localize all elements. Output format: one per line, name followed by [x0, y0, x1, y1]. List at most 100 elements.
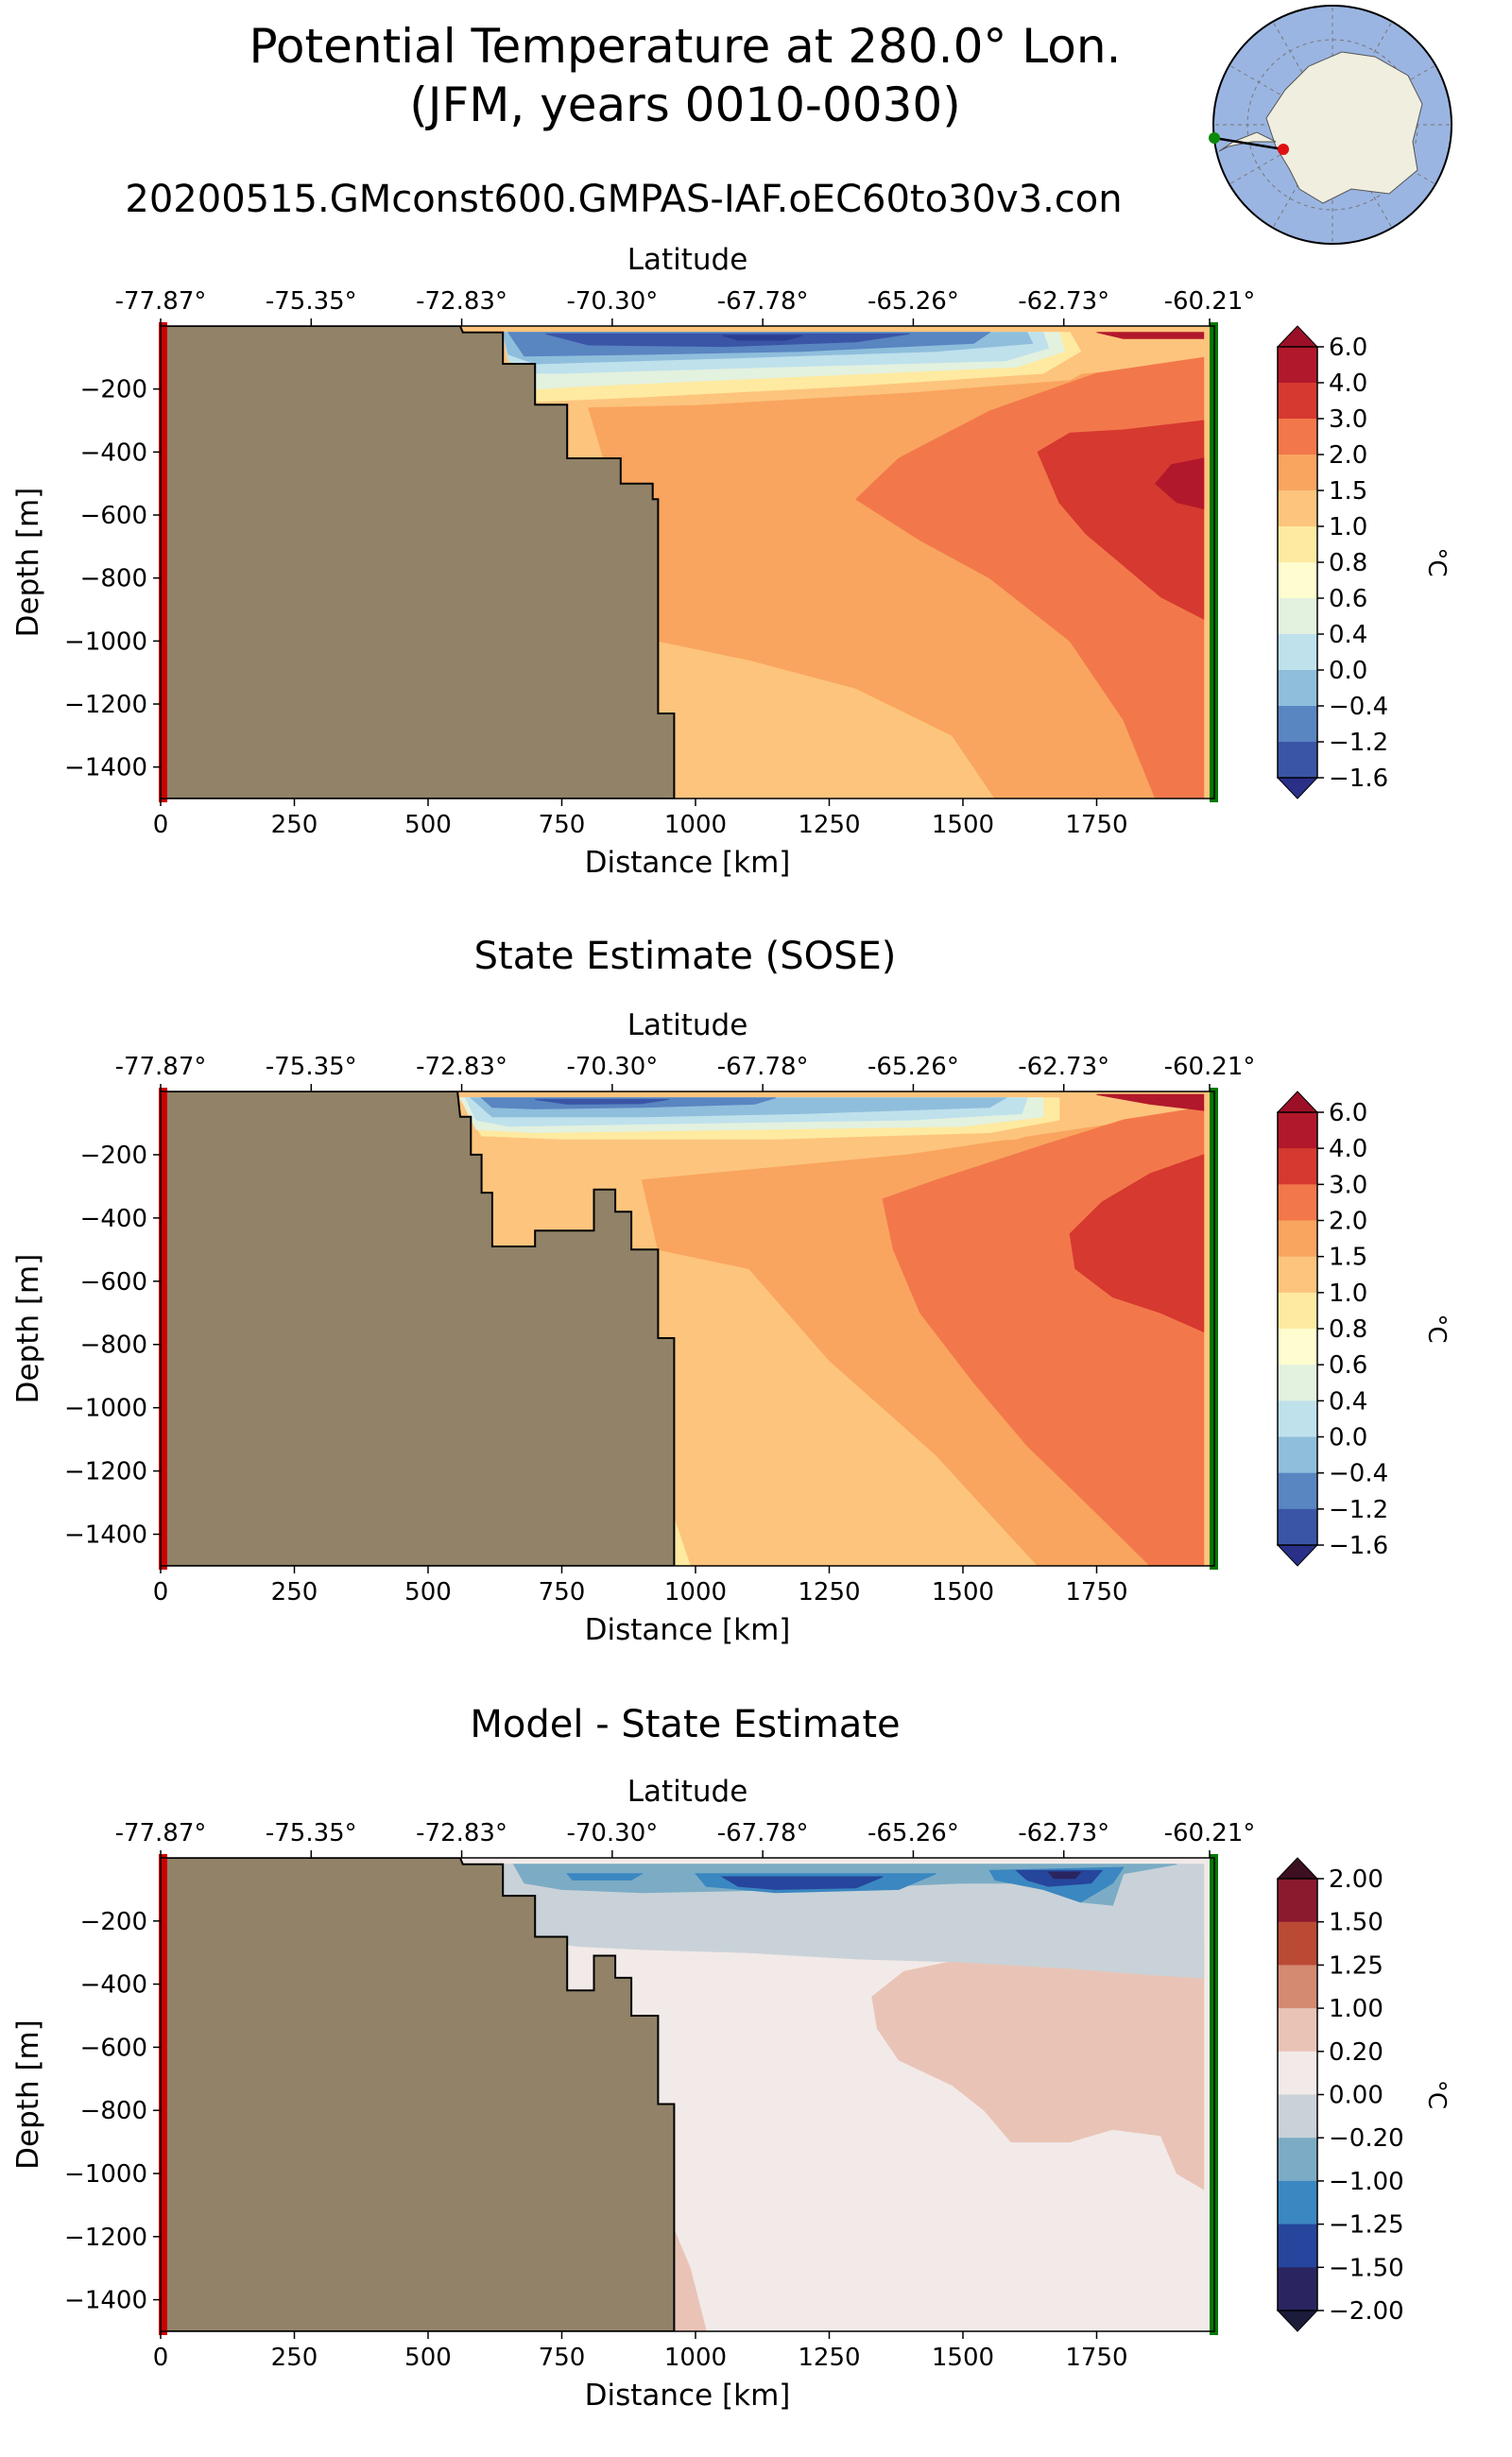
colorbar-segment	[1278, 1292, 1317, 1330]
lat-tick-label: -77.87°	[115, 287, 207, 316]
panel-title: State Estimate (SOSE)	[474, 935, 897, 978]
inset-meridian	[1332, 21, 1393, 126]
x-tick-label: 1750	[1065, 811, 1127, 839]
colorbar-tick-label: 2.00	[1329, 1865, 1383, 1894]
lat-tick-label: -67.78°	[717, 1819, 809, 1847]
x-tick-label: 750	[539, 2344, 586, 2372]
colorbar-segment	[1278, 1112, 1317, 1149]
x-tick-label: 1500	[932, 811, 994, 839]
x-tick-label: 0	[153, 1578, 169, 1606]
plot-frame	[160, 1857, 1215, 2332]
colorbar-tick-label: 4.0	[1329, 369, 1367, 398]
colorbar-tick-label: −1.00	[1329, 2168, 1404, 2196]
run-name: 20200515.GMconst600.GMPAS-IAF.oEC60to30v…	[125, 178, 1123, 221]
inset-antarctica	[1218, 51, 1423, 204]
land-mask	[161, 1091, 676, 1566]
y-tick-label: −1200	[64, 691, 147, 719]
colorbar-segment	[1278, 1508, 1317, 1546]
x-tick-label: 1250	[798, 811, 860, 839]
colorbar-tick-label: 3.0	[1329, 405, 1367, 434]
top-axis-label: Latitude	[627, 1008, 748, 1042]
colorbar-tick-label: 1.50	[1329, 1909, 1383, 1937]
y-tick-label: −1000	[64, 627, 147, 656]
plot-frame	[160, 325, 1215, 799]
panel-title: Model - State Estimate	[470, 1703, 900, 1746]
x-tick-label: 250	[271, 811, 318, 839]
y-tick-label: −400	[80, 1971, 147, 2000]
colorbar-segment	[1278, 598, 1317, 635]
y-tick-label: −1400	[64, 754, 147, 782]
colorbar-segment	[1278, 1148, 1317, 1185]
colorbar-tick-label: 0.00	[1329, 2082, 1383, 2110]
y-tick-label: −200	[80, 376, 147, 404]
colorbar-extend-min	[1276, 2310, 1319, 2332]
land-mask	[161, 326, 676, 799]
lat-tick-label: -75.35°	[266, 1819, 357, 1847]
colorbar-tick-label: 6.0	[1329, 334, 1367, 362]
colorbar-segment	[1278, 1921, 1317, 1966]
lat-tick-label: -60.21°	[1164, 1819, 1256, 1847]
colorbar: 6.0 4.0 3.0 2.0 1.5 1.0 0.8 0.6 0.4 0.0 −0.4 −1.2 −1…	[1276, 1091, 1451, 1567]
colorbar-tick-label: −1.2	[1329, 729, 1388, 757]
colorbar: 2.00 1.50 1.25 1.00 0.20 0.00 −0.20 −1.00 −1.25 −…	[1276, 1857, 1451, 2332]
x-tick-label: 0	[153, 811, 169, 839]
colorbar-segment	[1278, 1365, 1317, 1401]
colorbar-segment	[1278, 562, 1317, 599]
y-tick-label: −600	[80, 502, 147, 530]
y-tick-label: −1000	[64, 1395, 147, 1423]
colorbar-tick-label: 2.0	[1329, 1208, 1367, 1236]
colorbar-segment	[1278, 670, 1317, 707]
colorbar-segment	[1278, 2051, 1317, 2095]
colorbar-tick-label: 0.6	[1329, 585, 1367, 613]
colorbar-extend-max	[1276, 1857, 1319, 1880]
contour-fill-group	[161, 1091, 1214, 1566]
x-tick-label: 1250	[798, 2344, 860, 2372]
lat-tick-label: -62.73°	[1018, 287, 1109, 316]
colorbar-tick-label: −1.25	[1329, 2211, 1404, 2240]
colorbar-tick-label: 0.20	[1329, 2038, 1383, 2067]
colorbar-tick-label: 0.6	[1329, 1351, 1367, 1380]
figure-title-line2: (JFM, years 0010-0030)	[409, 77, 961, 132]
colorbar-extend-max	[1276, 325, 1319, 348]
contour-region	[722, 335, 803, 341]
contour-region	[1047, 1871, 1082, 1880]
colorbar-segment	[1278, 634, 1317, 671]
lat-tick-label: -60.21°	[1164, 287, 1256, 316]
contour-region	[1037, 420, 1205, 620]
colorbar-tick-label: 1.25	[1329, 1951, 1383, 1980]
lat-tick-label: -65.26°	[868, 1053, 959, 1081]
y-tick-label: −800	[80, 565, 147, 593]
colorbar-tick-label: 1.5	[1329, 477, 1367, 506]
colorbar-tick-label: −0.20	[1329, 2124, 1404, 2153]
contour-region	[1096, 1093, 1205, 1111]
lat-tick-label: -70.30°	[566, 1053, 658, 1081]
y-tick-label: −200	[80, 1142, 147, 1170]
inset-map	[1209, 5, 1452, 245]
colorbar-segment	[1278, 1329, 1317, 1366]
colorbar-tick-label: 0.0	[1329, 1424, 1367, 1452]
y-tick-label: −400	[80, 438, 147, 467]
colorbar-segment	[1278, 1436, 1317, 1474]
x-tick-label: 1000	[664, 2344, 727, 2372]
colorbar-extend-max	[1276, 1091, 1319, 1113]
colorbar-tick-label: 3.0	[1329, 1171, 1367, 1199]
y-tick-label: −1200	[64, 2224, 147, 2252]
section-start-marker	[159, 322, 167, 802]
contour-region	[1096, 332, 1205, 339]
x-tick-label: 500	[404, 2344, 452, 2372]
colorbar-tick-label: −1.6	[1329, 1532, 1388, 1560]
plot-frame	[160, 1091, 1215, 1567]
inset-meridian	[1228, 124, 1333, 185]
lat-tick-label: -65.26°	[868, 287, 959, 316]
x-tick-label: 1000	[664, 1578, 727, 1606]
lat-tick-label: -72.83°	[416, 1053, 507, 1081]
figure-title: Potential Temperature at 280.0° Lon. (JF…	[0, 17, 1370, 134]
inset-meridian	[1332, 64, 1436, 126]
contour-fill-group	[161, 326, 1214, 799]
colorbar-tick-label: 2.0	[1329, 441, 1367, 470]
contour-region	[535, 1098, 669, 1105]
x-axis-label: Distance [km]	[585, 1613, 791, 1647]
colorbar-segment	[1278, 2180, 1317, 2225]
inset-meridian	[1272, 21, 1333, 126]
